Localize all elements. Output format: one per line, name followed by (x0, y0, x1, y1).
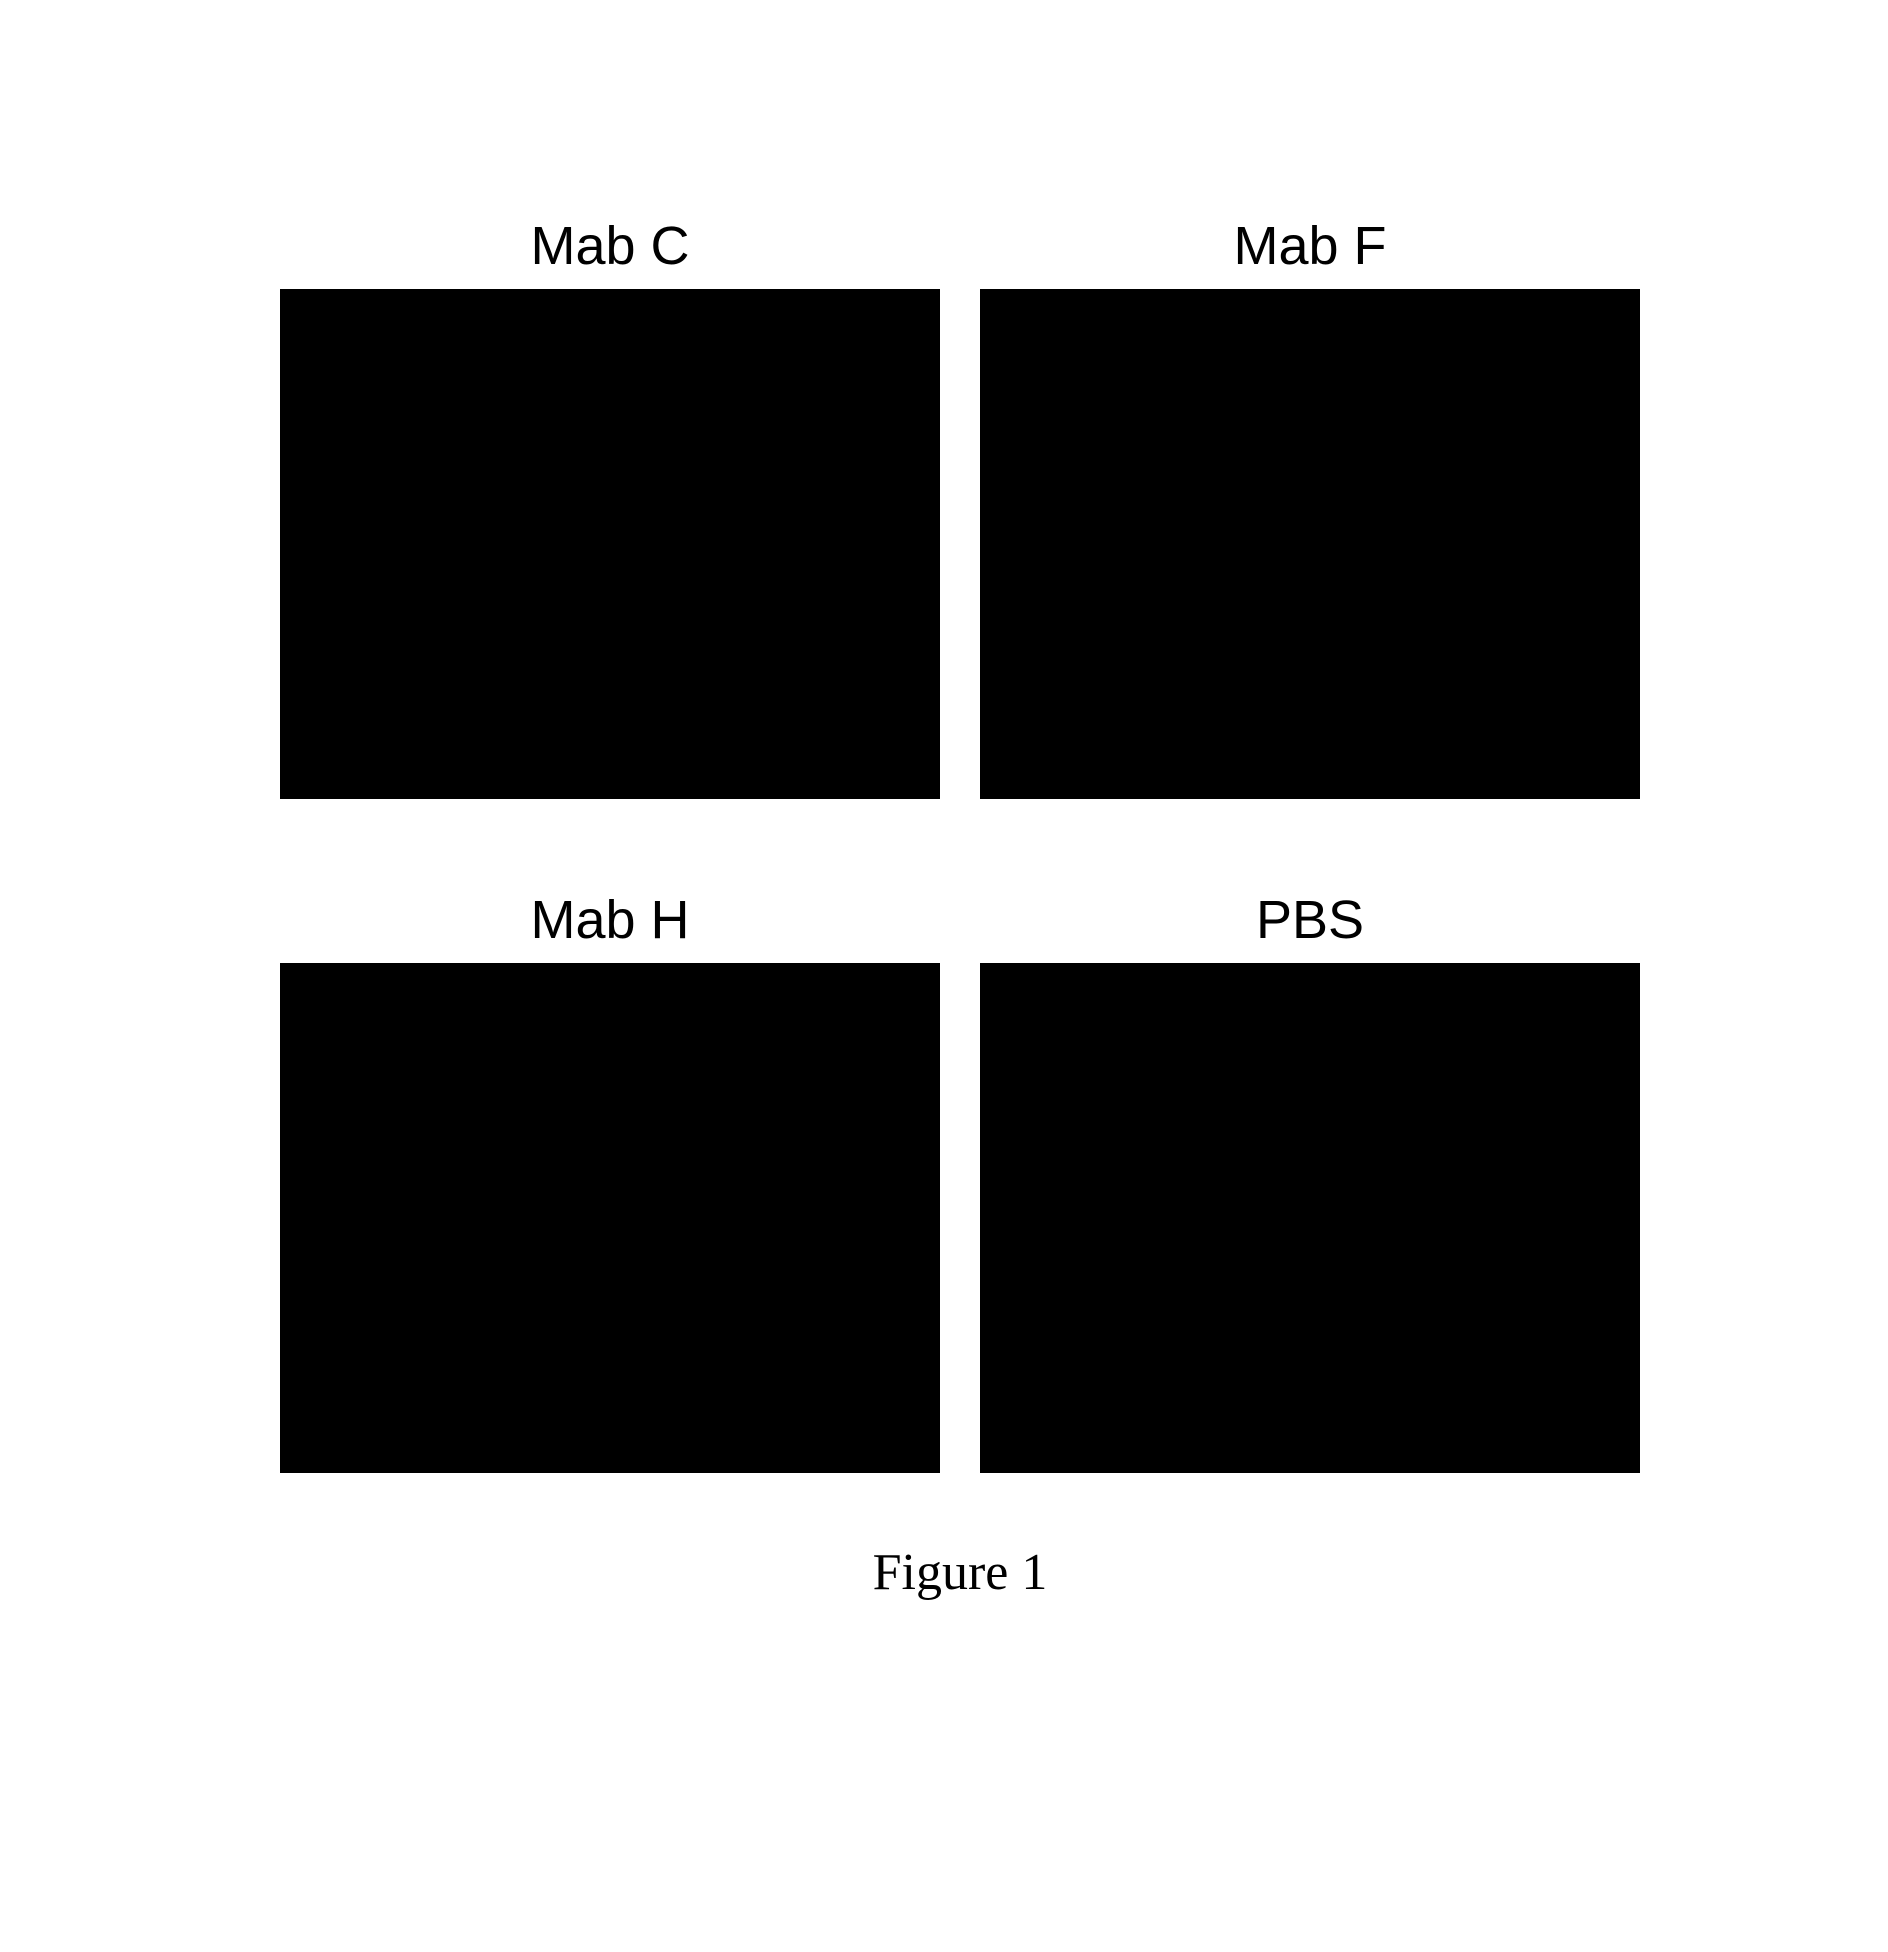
panel-image-mab-f (980, 289, 1640, 799)
panel-mab-c: Mab C (280, 215, 940, 799)
panel-image-mab-h (280, 963, 940, 1473)
panel-pbs: PBS (980, 889, 1640, 1473)
panel-label-mab-f: Mab F (1233, 215, 1386, 277)
figure-caption: Figure 1 (280, 1543, 1640, 1602)
panel-mab-h: Mab H (280, 889, 940, 1473)
panel-image-mab-c (280, 289, 940, 799)
panel-label-pbs: PBS (1256, 889, 1364, 951)
panel-label-mab-h: Mab H (530, 889, 689, 951)
panel-mab-f: Mab F (980, 215, 1640, 799)
panel-grid: Mab C Mab F Mab H PBS (280, 215, 1640, 1473)
panel-label-mab-c: Mab C (530, 215, 689, 277)
figure-container: Mab C Mab F Mab H PBS Figure 1 (280, 215, 1640, 1602)
panel-image-pbs (980, 963, 1640, 1473)
